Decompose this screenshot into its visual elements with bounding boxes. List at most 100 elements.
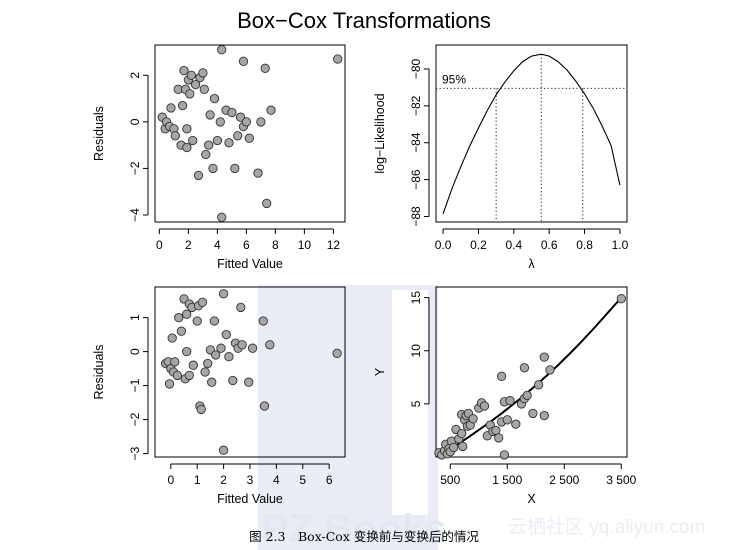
data-point: [237, 340, 247, 350]
y-tick-label: −4: [128, 208, 142, 222]
data-point: [262, 198, 272, 209]
y-tick-label: 5: [409, 400, 423, 407]
y-tick-label: 0: [128, 118, 142, 125]
data-point: [176, 326, 187, 336]
y-tick-label: 2: [128, 72, 142, 79]
data-point: [190, 79, 201, 90]
x-tick-label: 8: [272, 238, 279, 252]
y-tick-label: −88: [409, 206, 423, 227]
data-point: [458, 441, 468, 452]
x-tick-label: 500: [440, 473, 460, 487]
data-point: [215, 117, 225, 127]
data-point: [164, 379, 175, 389]
figure-caption: 图 2.3 Box-Cox 变换前与变换后的情况: [249, 529, 479, 544]
x-tick-label: 0.4: [505, 238, 522, 252]
y-tick-label: −86: [409, 169, 423, 190]
data-point: [207, 377, 217, 387]
data-point: [494, 433, 504, 443]
data-point: [209, 316, 220, 326]
data-point: [208, 163, 218, 174]
data-point: [177, 100, 188, 111]
data-point: [185, 89, 195, 99]
fitted-curve-panel: 500 1 500 2 500 3 500 5 10 15 X Y: [373, 286, 637, 506]
data-point: [218, 445, 229, 455]
data-point: [479, 401, 490, 411]
x-tick-label: 3 500: [606, 473, 636, 487]
y-tick-label: −82: [409, 95, 423, 116]
x-tick-label: 4: [214, 238, 221, 252]
data-point: [238, 56, 249, 66]
data-point: [533, 380, 544, 390]
data-point: [204, 140, 214, 150]
x-axis-title: Fitted Value: [217, 492, 283, 506]
y-tick-label: −2: [128, 161, 142, 175]
data-point: [182, 309, 192, 319]
watermark-logo-block: [258, 285, 438, 550]
data-point: [179, 65, 189, 76]
y-tick-label: 10: [409, 344, 423, 358]
y-tick-label: 0: [128, 348, 142, 355]
data-point: [511, 419, 521, 429]
y-tick-label: −3: [128, 446, 142, 460]
data-point: [217, 45, 227, 55]
data-point: [182, 142, 192, 153]
x-tick-label: 0: [156, 238, 163, 252]
y-tick-label: 1: [128, 314, 142, 321]
x-tick-label: 0.8: [576, 238, 593, 252]
y-axis-title: Residuals: [92, 345, 106, 400]
data-point: [333, 54, 343, 64]
plot-frame: [154, 44, 346, 223]
y-axis-title: Residuals: [92, 106, 106, 161]
data-point: [211, 350, 221, 360]
data-point: [528, 408, 538, 419]
x-tick-label: 2 500: [549, 473, 579, 487]
x-tick-label: 12: [327, 238, 341, 252]
figure-title: Box−Cox Transformations: [237, 8, 491, 33]
y-axis-title: log−Likelihood: [373, 93, 387, 173]
data-point: [197, 297, 208, 307]
data-point: [539, 352, 549, 362]
data-point: [244, 133, 254, 143]
data-point: [216, 343, 226, 353]
data-point: [193, 170, 204, 181]
data-point: [205, 110, 215, 120]
data-point: [244, 377, 254, 387]
x-tick-label: 2: [185, 238, 192, 252]
residuals-before-panel: 0 2 4 6 8 10 12 −4 −2 0 2 Fitted Value Residuals: [92, 44, 346, 271]
data-point: [260, 63, 270, 73]
data-point: [203, 358, 213, 369]
data-point: [522, 390, 532, 401]
data-point: [167, 333, 177, 343]
x-tick-label: 5: [299, 473, 306, 487]
data-point: [228, 375, 238, 386]
x-tick-label: 1 500: [492, 473, 522, 487]
data-point: [468, 414, 478, 424]
data-point: [218, 289, 229, 299]
lambda-profile-panel: 0.0 0.2 0.4 0.6 0.8 1.0 −88 −86 −84 −82 −80 λ log−Li…: [373, 44, 629, 271]
data-point: [224, 138, 234, 148]
data-point: [499, 450, 510, 460]
x-tick-label: 3: [247, 473, 254, 487]
data-point: [174, 312, 184, 323]
data-point: [253, 168, 263, 178]
data-point: [182, 124, 192, 134]
data-point: [221, 329, 231, 340]
data-point: [188, 135, 198, 146]
data-point: [519, 363, 530, 373]
x-tick-label: 0.6: [541, 238, 558, 252]
y-tick-label: −1: [128, 378, 142, 392]
data-point: [266, 105, 276, 115]
data-point: [256, 117, 266, 127]
watermark: PZ Books 云栖社区 yq.aliyun.com: [258, 285, 705, 550]
data-point: [170, 357, 180, 367]
data-point: [166, 103, 176, 113]
data-point: [196, 404, 206, 415]
data-point: [186, 70, 196, 80]
data-point: [188, 360, 198, 370]
fitted-curve: [435, 296, 623, 457]
data-point: [227, 107, 237, 118]
data-point: [217, 212, 227, 222]
watermark-text: 云栖社区 yq.aliyun.com: [508, 516, 705, 538]
data-point: [199, 84, 209, 94]
plot-frame: [435, 44, 628, 223]
